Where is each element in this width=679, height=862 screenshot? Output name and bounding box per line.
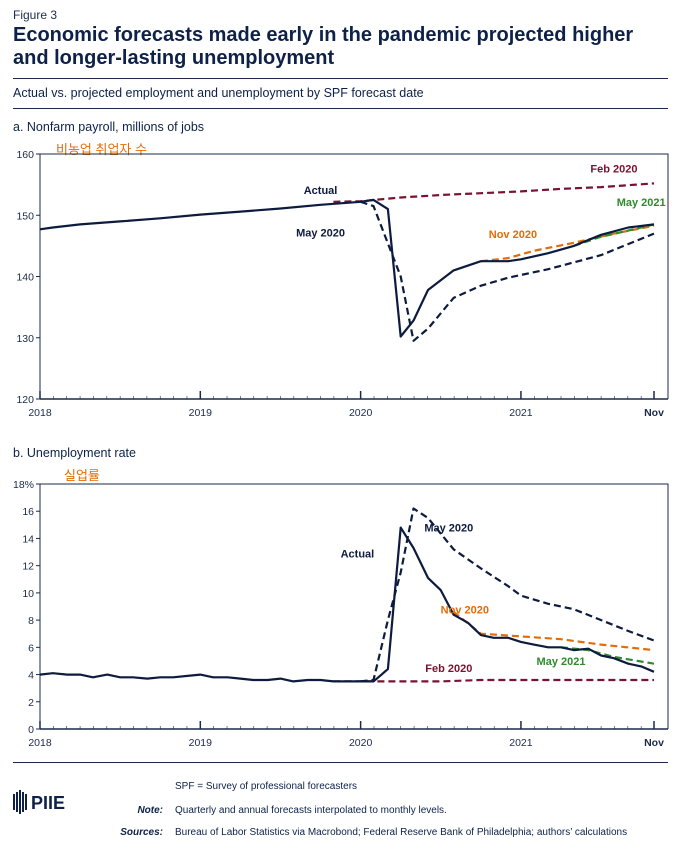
figure-label: Figure 3 (13, 8, 58, 22)
panel-b-series-may-2021 (560, 646, 655, 665)
note-label: Note: (137, 805, 163, 816)
panel-b-y-tick-label: 12 (22, 561, 34, 573)
panel-a-korean-annotation: 비농업 취업자 수 (56, 142, 147, 157)
panel-b-frame (39, 483, 669, 729)
panel-b-x-tick-label: 2019 (189, 737, 213, 749)
title-divider (13, 78, 668, 79)
panel-a-title: a. Nonfarm payroll, millions of jobs (13, 120, 205, 134)
panel-b-series-actual (39, 526, 655, 683)
panel-a-x-tick-label: Nov (644, 407, 664, 419)
panel-b-series-label: Feb 2020 (425, 663, 472, 675)
panel-b-y-tick-label: 2 (28, 697, 34, 709)
panel-b-y-tick-label: 14 (22, 533, 34, 545)
panel-b-y-tick-label: 6 (28, 642, 34, 654)
piie-logo: PIIE (13, 790, 93, 819)
logo-text: PIIE (31, 793, 65, 813)
panel-b-x-tick-label: Nov (644, 737, 664, 749)
chart-subtitle: Actual vs. projected employment and unem… (13, 86, 424, 100)
spf-definition: SPF = Survey of professional forecasters (175, 781, 358, 792)
panel-b-series-label: May 2020 (424, 523, 473, 535)
panel-b-series-label: May 2021 (537, 656, 586, 668)
panel-b-y-tick-label: 10 (22, 588, 34, 600)
chart-title: Economic forecasts made early in the pan… (13, 24, 634, 69)
panel-a-series-may-2021 (573, 223, 655, 247)
panel-a-series-nov-2020 (480, 224, 655, 263)
panel-a-series-actual (39, 198, 655, 338)
panel-a-y-tick-label: 150 (16, 210, 34, 222)
panel-a-series-may-2020 (360, 200, 655, 342)
panel-a-x-tick-label: 2021 (509, 407, 533, 419)
footer-divider (13, 762, 668, 763)
panel-b-title: b. Unemployment rate (13, 446, 136, 460)
panel-a-y-tick-label: 140 (16, 272, 34, 284)
panel-a-series-label: Feb 2020 (590, 163, 637, 175)
panel-a-y-tick-label: 130 (16, 333, 34, 345)
note-text: Quarterly and annual forecasts interpola… (175, 805, 447, 816)
panel-b-series-label: Actual (341, 549, 375, 561)
panel-a-series-label: Nov 2020 (489, 229, 537, 241)
panel-b-y-tick-label: 18% (13, 479, 34, 491)
panel-b-series-label: Nov 2020 (441, 604, 489, 616)
panel-b-series-feb-2020 (333, 678, 654, 683)
panel-b-y-tick-label: 16 (22, 506, 34, 518)
panel-b-x-tick-label: 2020 (349, 737, 373, 749)
panel-b-series-nov-2020 (452, 611, 655, 652)
panel-a-x-tick-label: 2019 (189, 407, 213, 419)
panel-a-series-label: Actual (304, 185, 338, 197)
panel-b-chart: 0 2 4 6 8 10 12 14 16 18% 2018 2019 2020 2021 Nov May 2… (13, 479, 669, 749)
panel-b-korean-annotation: 실업률 (64, 468, 100, 483)
panel-a-x-tick-label: 2020 (349, 407, 373, 419)
sources-label: Sources: (120, 827, 163, 838)
panel-a-series-feb-2020 (333, 182, 655, 203)
panel-b-y-tick-label: 4 (28, 670, 34, 682)
panel-b-x-tick-label: 2018 (28, 737, 52, 749)
panel-a-y-tick-label: 120 (16, 394, 34, 406)
panel-a-series-label: May 2020 (296, 228, 345, 240)
panel-b-y-tick-label: 0 (28, 724, 34, 736)
subtitle-divider (13, 108, 668, 109)
panel-a-series-label: May 2021 (617, 197, 666, 209)
sources-text: Bureau of Labor Statistics via Macrobond… (175, 827, 628, 838)
panel-a-frame (39, 153, 669, 399)
panel-b-x-tick-label: 2021 (509, 737, 533, 749)
panel-a-y-tick-label: 160 (16, 149, 34, 161)
panel-b-series-may-2020 (360, 507, 655, 683)
panel-b-y-tick-label: 8 (28, 615, 34, 627)
panel-a-chart: 120 130 140 150 160 2018 2019 2020 2021 Nov Actual… (16, 149, 669, 419)
panel-a-x-tick-label: 2018 (28, 407, 52, 419)
